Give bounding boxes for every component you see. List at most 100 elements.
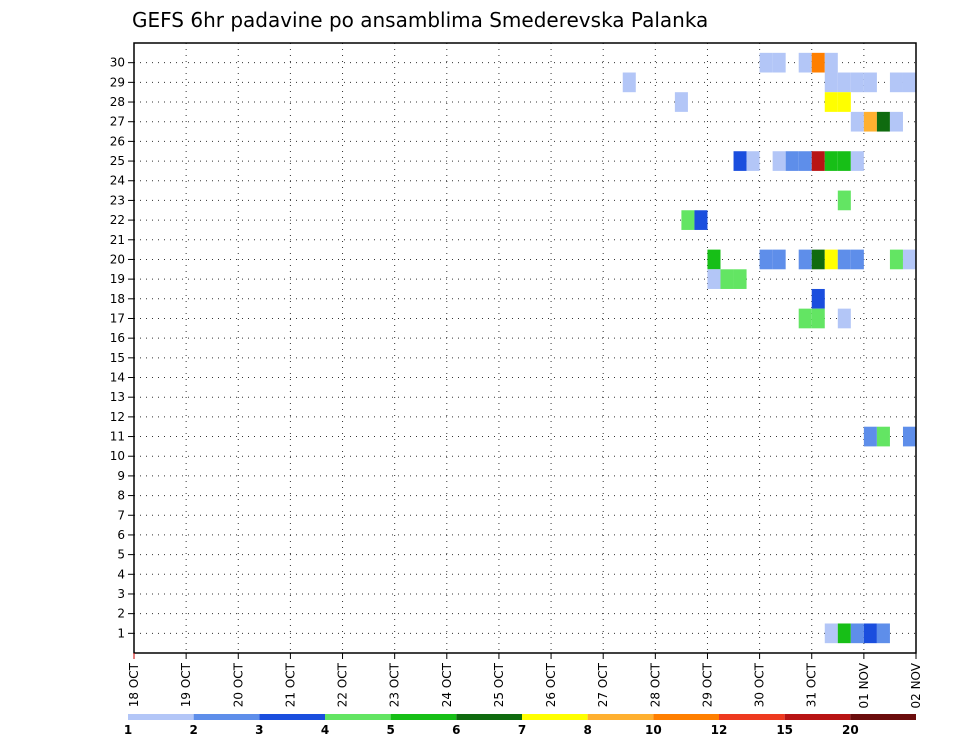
data-cells [622,52,916,644]
colorbar-legend: 1 2 3 4 5 6 7 8 10 12 15 20 [124,714,916,737]
data-cell [681,210,695,230]
data-cell [902,426,916,447]
y-tick-label: 11 [110,430,125,444]
colorbar-swatch [128,714,194,720]
x-tick-label: 25 OCT [492,662,506,707]
data-cell [824,151,838,171]
colorbar-swatch [193,714,260,720]
y-tick-label: 23 [110,193,125,207]
y-tick-label: 30 [110,56,125,70]
data-cell [772,249,786,270]
data-cell [837,92,851,112]
data-cell [811,151,825,171]
x-tick-label: 19 OCT [179,662,193,707]
data-cell [824,623,838,644]
data-cell [674,92,688,112]
data-cell [850,151,864,171]
chart-title: GEFS 6hr padavine po ansamblima Smederev… [132,8,708,32]
data-cell [772,151,786,171]
data-cell [759,52,773,73]
y-tick-label: 17 [110,311,125,325]
x-tick-label: 28 OCT [648,662,662,707]
data-cell [837,190,851,211]
x-tick-label: 23 OCT [388,662,402,707]
data-cell [824,92,838,112]
data-cell [785,151,799,171]
x-tick-label: 22 OCT [336,662,350,707]
y-tick-label: 4 [117,567,125,581]
y-tick-label: 20 [110,252,125,266]
colorbar-label: 2 [189,723,197,737]
x-tick-label: 21 OCT [283,662,297,707]
y-tick-label: 21 [110,233,125,247]
colorbar-swatch [259,714,325,720]
colorbar-swatch [850,714,916,720]
data-cell [694,210,708,230]
data-cell [811,249,825,270]
y-tick-label: 2 [117,607,125,621]
x-tick-label: 02 NOV [909,662,923,708]
colorbar-label: 6 [452,723,460,737]
colorbar-swatch [587,714,654,720]
y-tick-label: 1 [117,626,125,640]
colorbar-swatch [456,714,522,720]
data-cell [811,288,825,309]
data-cell [798,308,812,329]
data-cell [759,249,773,270]
colorbar-swatch [522,714,588,720]
data-cell [863,111,877,132]
data-cell [876,426,890,447]
colorbar-swatch [784,714,851,720]
data-cell [850,623,864,644]
data-cell [863,72,877,93]
data-cell [798,151,812,171]
y-tick-label: 24 [110,174,125,188]
data-cell [733,151,747,171]
x-tick-label: 27 OCT [596,662,610,707]
data-cell [850,111,864,132]
y-tick-label: 28 [110,95,125,109]
data-cell [837,623,851,644]
data-cell [824,72,838,93]
data-cell [837,249,851,270]
data-cell [824,249,838,270]
data-cell [889,249,903,270]
x-tick-label: 24 OCT [440,662,454,707]
x-tick-label: 18 OCT [127,662,141,707]
y-tick-label: 8 [117,489,125,503]
y-tick-label: 26 [110,134,125,148]
data-cell [772,52,786,73]
data-cell [837,72,851,93]
y-tick-label: 14 [110,371,125,385]
colorbar-label: 12 [711,723,728,737]
x-axis: 18 OCT 19 OCT 20 OCT 21 OCT 22 OCT 23 OCT 24 O… [127,653,923,709]
colorbar-swatch [719,714,785,720]
data-cell [798,52,812,73]
colorbar-label: 5 [386,723,394,737]
data-cell [622,72,636,93]
data-cell [902,249,916,270]
y-tick-label: 19 [110,272,125,286]
colorbar-swatch [390,714,457,720]
grid-lines [133,43,917,653]
data-cell [850,249,864,270]
y-tick-label: 15 [110,351,125,365]
data-cell [824,52,838,73]
data-cell [889,72,903,93]
plot-frame [133,42,917,654]
colorbar-label: 1 [124,723,132,737]
data-cell [863,623,877,644]
y-tick-label: 16 [110,331,125,345]
colorbar-label: 8 [583,723,591,737]
y-tick-label: 3 [117,587,125,601]
y-axis: 1234567891011121314151617181920212223242… [110,56,134,640]
y-tick-label: 18 [110,292,125,306]
y-tick-label: 29 [110,75,125,89]
colorbar-label: 10 [645,723,662,737]
y-tick-label: 22 [110,213,125,227]
data-cell [863,426,877,447]
data-cell [798,249,812,270]
x-tick-label: 26 OCT [544,662,558,707]
data-cell [837,151,851,171]
